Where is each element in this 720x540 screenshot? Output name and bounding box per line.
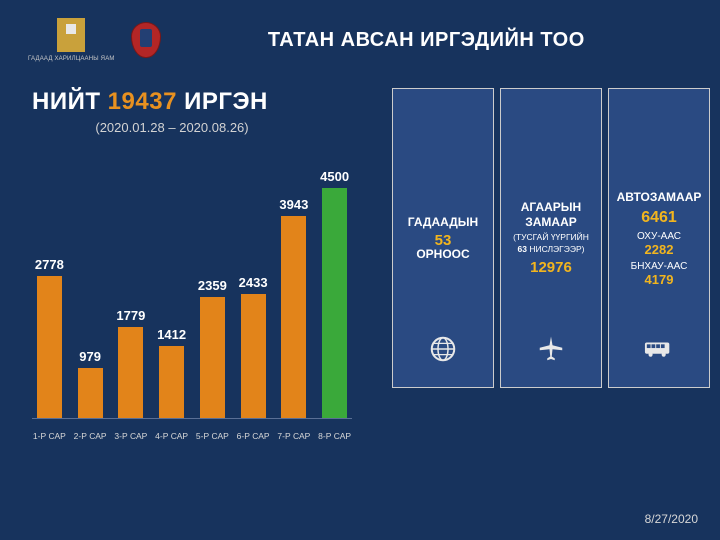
card-air-value: 12976 — [513, 259, 589, 276]
bar-value-label: 979 — [79, 349, 101, 364]
x-axis-label: 4-Р САР — [154, 431, 189, 441]
total-line: НИЙТ 19437 ИРГЭН — [32, 88, 382, 116]
card-road-row2: БНХАУ-ААС 4179 — [617, 261, 702, 287]
logos: ГАДААД ХАРИЛЦААНЫ ЯАМ — [28, 18, 161, 62]
right-panel: ГАДААДЫН 53 ОРНООС АГААРЫН ЗАМААР (ТУСГА… — [392, 88, 710, 388]
bar-slot: 3943 — [277, 197, 312, 418]
card-by-road: АВТОЗАМААР 6461 ОХУ-ААС 2282 БНХАУ-ААС 4… — [608, 88, 710, 388]
bar — [241, 294, 266, 418]
card-foreign-line1: ГАДААДЫН — [408, 215, 478, 230]
bar-value-label: 3943 — [279, 197, 308, 212]
bar-value-label: 4500 — [320, 169, 349, 184]
card-road-row1: ОХУ-ААС 2282 — [617, 231, 702, 257]
bar-slot: 1412 — [154, 327, 189, 418]
x-axis-label: 7-Р САР — [277, 431, 312, 441]
card-air-sub: (ТУСГАЙ ҮҮРГИЙН 63 НИСЛЭГЭЭР) — [513, 232, 589, 254]
card-air-line2: ЗАМААР — [513, 215, 589, 230]
bar-slot: 2359 — [195, 278, 230, 418]
card-text: АГААРЫН ЗАМААР (ТУСГАЙ ҮҮРГИЙН 63 НИСЛЭГ… — [513, 200, 589, 275]
card-road-value: 6461 — [617, 209, 702, 227]
x-axis-label: 6-Р САР — [236, 431, 271, 441]
page-title: ТАТАН АВСАН ИРГЭДИЙН ТОО — [161, 29, 692, 52]
airplane-icon — [536, 334, 566, 369]
card-foreign-countries: ГАДААДЫН 53 ОРНООС — [392, 88, 494, 388]
bar-value-label: 2433 — [239, 275, 268, 290]
bar-slot: 1779 — [114, 308, 149, 418]
date-range: (2020.01.28 – 2020.08.26) — [32, 120, 312, 135]
card-text: АВТОЗАМААР 6461 ОХУ-ААС 2282 БНХАУ-ААС 4… — [617, 190, 702, 287]
bar — [37, 276, 62, 418]
x-axis-label: 8-Р САР — [317, 431, 352, 441]
bar — [200, 297, 225, 418]
logo-shield — [131, 22, 161, 58]
bus-icon — [644, 334, 674, 369]
header: ГАДААД ХАРИЛЦААНЫ ЯАМ ТАТАН АВСАН ИРГЭДИ… — [0, 0, 720, 72]
x-axis-label: 5-Р САР — [195, 431, 230, 441]
bar — [78, 368, 103, 418]
chart-x-axis: 1-Р САР 2-Р САР 3-Р САР 4-Р САР 5-Р САР 6-Р С… — [32, 431, 352, 441]
footer-date: 8/27/2020 — [645, 512, 698, 526]
bar-slot: 2433 — [236, 275, 271, 418]
globe-icon — [428, 334, 458, 369]
shield-emblem-icon — [131, 22, 161, 58]
x-axis-label: 2-Р САР — [73, 431, 108, 441]
chart-area: 2778979177914122359243339434500 — [32, 189, 352, 419]
total-suffix: ИРГЭН — [184, 88, 268, 115]
bar-slot: 4500 — [317, 169, 352, 418]
bar — [281, 216, 306, 418]
total-prefix: НИЙТ — [32, 88, 101, 115]
bar-slot: 2778 — [32, 257, 67, 418]
monthly-bar-chart: 2778 979 1779 1412 2359 2433 3943 4500 1-Р САР 2… — [32, 141, 362, 441]
ministry-label: ГАДААД ХАРИЛЦААНЫ ЯАМ — [28, 56, 115, 62]
bar — [118, 327, 143, 418]
x-axis-label: 3-Р САР — [114, 431, 149, 441]
card-foreign-line2: ОРНООС — [408, 247, 478, 262]
bar — [159, 346, 184, 418]
logo-ministry: ГАДААД ХАРИЛЦААНЫ ЯАМ — [28, 18, 115, 62]
ministry-emblem-icon — [57, 18, 85, 52]
bar-value-label: 2359 — [198, 278, 227, 293]
bar — [322, 188, 347, 418]
card-by-air: АГААРЫН ЗАМААР (ТУСГАЙ ҮҮРГИЙН 63 НИСЛЭГ… — [500, 88, 602, 388]
card-air-line1: АГААРЫН — [513, 200, 589, 215]
left-panel: НИЙТ 19437 ИРГЭН (2020.01.28 – 2020.08.2… — [32, 88, 382, 441]
card-road-title: АВТОЗАМААР — [617, 190, 702, 205]
main: НИЙТ 19437 ИРГЭН (2020.01.28 – 2020.08.2… — [0, 72, 720, 441]
card-text: ГАДААДЫН 53 ОРНООС — [408, 215, 478, 262]
bar-slot: 979 — [73, 349, 108, 418]
x-axis-label: 1-Р САР — [32, 431, 67, 441]
total-value: 19437 — [108, 88, 177, 115]
bar-value-label: 1779 — [116, 308, 145, 323]
bar-value-label: 1412 — [157, 327, 186, 342]
bar-value-label: 2778 — [35, 257, 64, 272]
